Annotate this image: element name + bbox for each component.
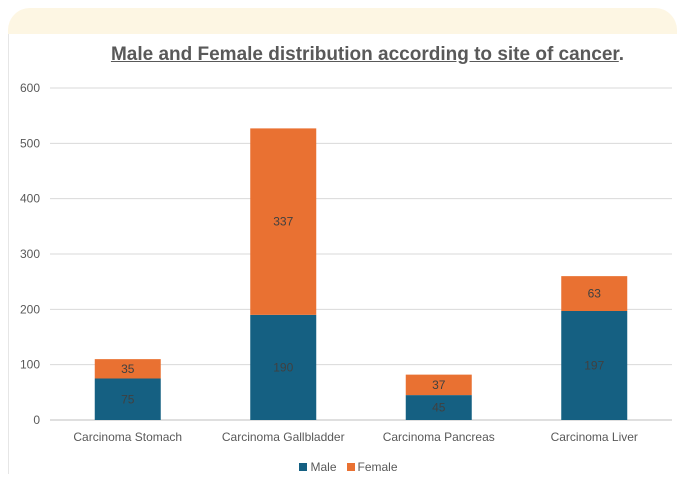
data-label-female: 35 [121, 362, 135, 376]
data-label-male: 197 [584, 358, 604, 372]
data-label-male: 75 [121, 392, 135, 406]
bar-female [561, 276, 628, 311]
x-tick-label: Carcinoma Liver [551, 430, 638, 444]
panel-border [8, 34, 9, 474]
bar-female [405, 374, 472, 396]
legend-label-female: Female [357, 460, 398, 474]
legend-label-male: Male [310, 460, 337, 474]
bar-male [94, 378, 161, 420]
bar-female [250, 128, 317, 315]
data-label-female: 63 [588, 287, 602, 301]
bar-male [250, 314, 317, 420]
chart-title-suffix: . [618, 44, 625, 65]
data-label-female: 337 [273, 215, 293, 229]
legend-item-male: Male [299, 460, 337, 474]
bar-male [405, 395, 472, 420]
chart-title-text: Male and Female distribution according t… [110, 44, 619, 65]
legend-item-female: Female [346, 460, 398, 474]
y-tick-label: 100 [20, 358, 40, 372]
y-tick-label: 600 [20, 81, 40, 95]
bar-male [561, 310, 628, 420]
y-tick-label: 200 [20, 302, 40, 316]
data-label-male: 45 [432, 401, 446, 415]
data-label-male: 190 [273, 360, 293, 374]
legend: Male Female [0, 460, 677, 474]
legend-swatch-female [346, 463, 355, 471]
y-tick-label: 300 [20, 247, 40, 261]
y-tick-label: 0 [33, 413, 40, 427]
x-tick-label: Carcinoma Stomach [73, 430, 182, 444]
x-tick-label: Carcinoma Gallbladder [222, 430, 345, 444]
y-tick-label: 400 [20, 192, 40, 206]
chart-title: Male and Female distribution according t… [0, 44, 677, 66]
bar-female [94, 359, 161, 379]
x-tick-label: Carcinoma Pancreas [383, 430, 495, 444]
y-tick-label: 500 [20, 136, 40, 150]
header-band [8, 8, 677, 34]
legend-swatch-male [299, 463, 308, 471]
data-label-female: 37 [432, 378, 446, 392]
